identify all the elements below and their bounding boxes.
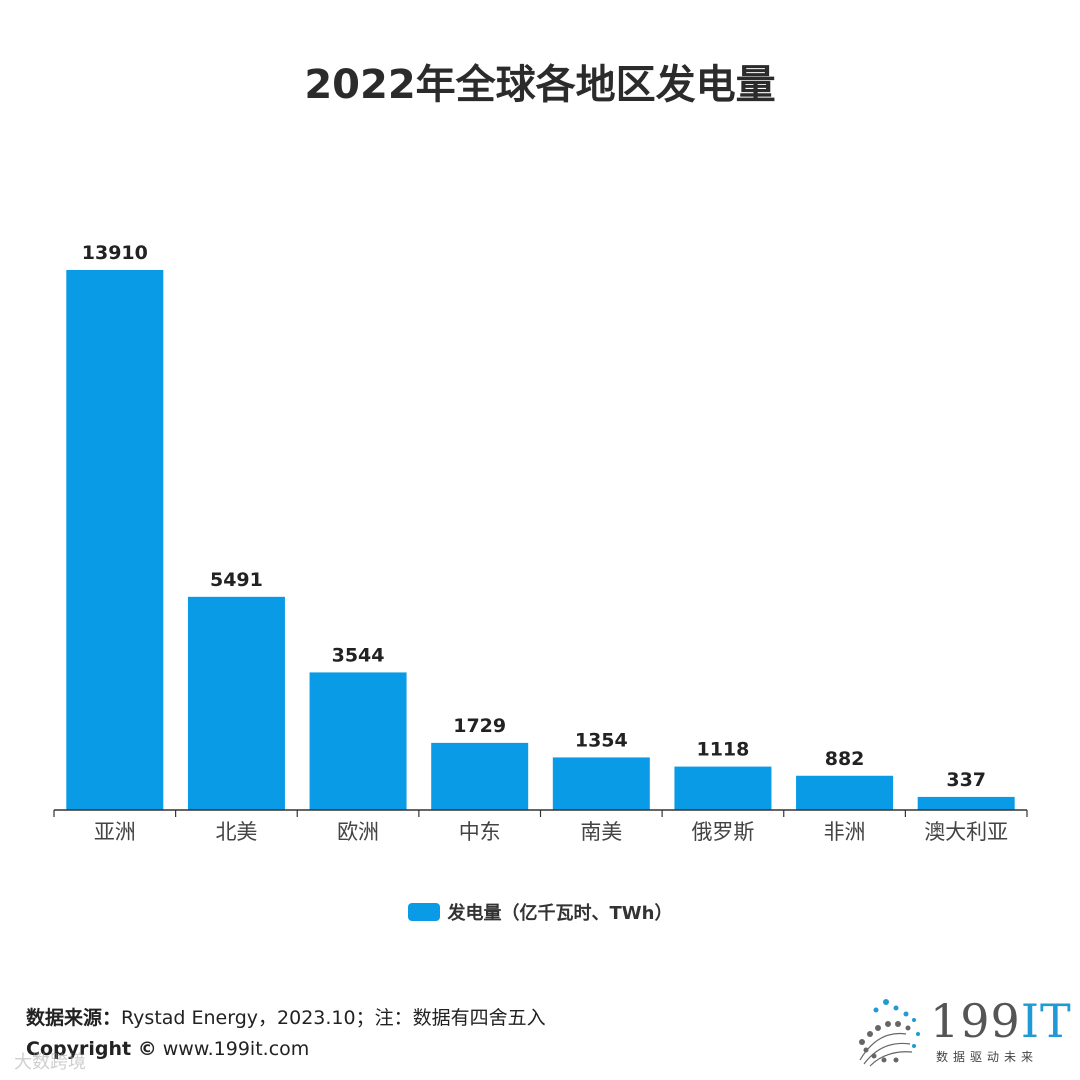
category-label: 中东 bbox=[459, 820, 501, 844]
copyright-note: Copyright © www.199it.com bbox=[26, 1038, 309, 1060]
logo-accent: IT bbox=[1020, 994, 1072, 1048]
source-note: 数据来源：Rystad Energy，2023.10；注：数据有四舍五入 bbox=[26, 1003, 546, 1030]
bar-非洲 bbox=[796, 775, 894, 810]
bar-欧洲 bbox=[309, 672, 407, 810]
category-label: 南美 bbox=[580, 820, 622, 844]
value-label: 5491 bbox=[210, 569, 263, 591]
category-label: 非洲 bbox=[824, 820, 866, 844]
value-label: 1729 bbox=[453, 715, 506, 737]
source-text: Rystad Energy，2023.10；注：数据有四舍五入 bbox=[121, 1007, 546, 1029]
legend-label: 发电量（亿千瓦时、TWh） bbox=[447, 903, 673, 924]
dots-globe-icon bbox=[859, 999, 920, 1067]
value-label: 337 bbox=[946, 769, 986, 791]
copyright-label: Copyright © bbox=[26, 1038, 157, 1060]
value-label: 13910 bbox=[82, 242, 148, 264]
bar-亚洲 bbox=[66, 270, 164, 810]
category-label: 北美 bbox=[215, 820, 257, 844]
logo-main: 199 bbox=[930, 994, 1021, 1048]
bar-俄罗斯 bbox=[674, 766, 772, 810]
chart-title: 2022年全球各地区发电量 bbox=[304, 62, 776, 108]
value-label: 1354 bbox=[575, 729, 628, 751]
logo-tagline: 数据驱动未来 bbox=[936, 1050, 1039, 1064]
category-label: 亚洲 bbox=[94, 820, 136, 844]
bar-中东 bbox=[431, 742, 529, 810]
chart-legend: 发电量（亿千瓦时、TWh） bbox=[0, 899, 1080, 925]
brand-logo: 199IT 数据驱动未来 bbox=[848, 990, 1071, 1070]
copyright-url: www.199it.com bbox=[156, 1038, 310, 1060]
legend-swatch bbox=[407, 903, 440, 921]
category-label: 俄罗斯 bbox=[691, 820, 754, 844]
source-label: 数据来源： bbox=[26, 1007, 122, 1029]
category-label: 欧洲 bbox=[337, 820, 379, 844]
bar-chart: 13910 5491 3544 1729 1354 1118 882 337 亚洲 北美 欧洲 中东… bbox=[53, 242, 1028, 844]
value-label: 1118 bbox=[696, 739, 749, 761]
bar-南美 bbox=[552, 757, 650, 810]
bar-北美 bbox=[187, 596, 285, 810]
value-label: 3544 bbox=[332, 644, 385, 666]
bar-澳大利亚 bbox=[917, 796, 1015, 810]
watermark-text: 大数跨境 bbox=[14, 1052, 86, 1073]
value-label: 882 bbox=[825, 748, 865, 770]
category-label: 澳大利亚 bbox=[924, 820, 1008, 844]
